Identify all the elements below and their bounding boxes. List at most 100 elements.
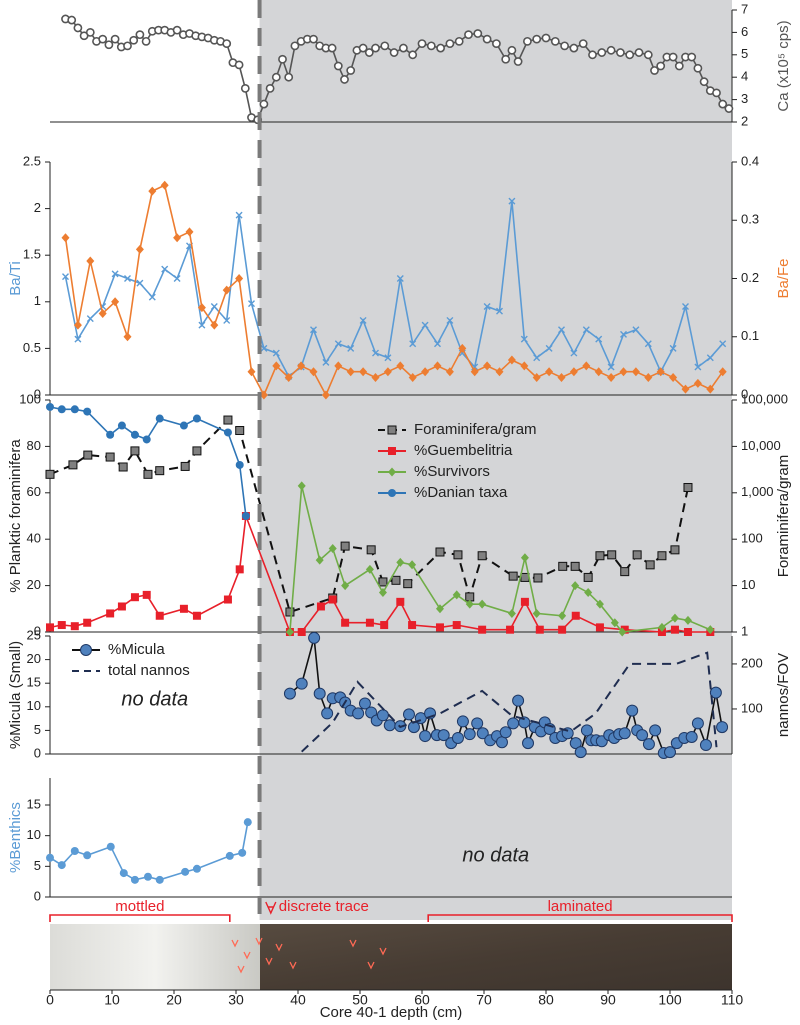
- data-point: [223, 595, 232, 604]
- data-point: [284, 72, 294, 82]
- core-photo: [50, 924, 732, 990]
- data-point: [321, 390, 330, 400]
- legend-marker: [388, 447, 396, 455]
- data-point: [402, 708, 415, 721]
- tick-label: 10,000: [741, 438, 781, 453]
- data-point: [718, 367, 727, 377]
- data-point: [46, 623, 54, 632]
- data-point: [235, 565, 244, 574]
- tick-label: 0: [741, 386, 748, 401]
- data-point: [545, 344, 553, 352]
- data-point: [364, 48, 374, 57]
- tick-label: 0.1: [741, 328, 759, 343]
- data-point: [130, 446, 140, 456]
- axis-title: %Micula (Small): [7, 641, 24, 749]
- chart-layer: 2 3 4 5 6 7 Ca (x10⁵ cps) 0 0.5 1 1.5 2 2.5 0 0.1 0.2 0.…: [7, 0, 792, 1021]
- data-point: [67, 15, 77, 25]
- data-point: [687, 52, 697, 62]
- x-tick-label: 20: [166, 992, 182, 1008]
- data-point: [582, 361, 591, 371]
- data-point: [507, 608, 516, 618]
- tick-label: 1: [34, 293, 41, 308]
- data-point: [595, 335, 603, 343]
- data-point: [512, 694, 525, 707]
- data-point: [155, 466, 165, 476]
- data-point: [477, 551, 487, 561]
- tick-label: 0: [34, 623, 41, 638]
- data-point: [670, 613, 679, 623]
- data-point: [569, 367, 578, 377]
- data-point: [378, 588, 387, 598]
- data-point: [607, 373, 616, 383]
- post-boundary-shade: [259, 0, 732, 920]
- x-tick-label: 90: [600, 992, 616, 1008]
- data-point: [119, 869, 128, 878]
- data-point: [409, 340, 417, 348]
- data-point: [340, 541, 350, 551]
- data-point: [396, 275, 404, 282]
- axis-title: % Planktic foraminifera: [7, 439, 24, 593]
- data-point: [683, 483, 693, 493]
- tick-label: 100: [741, 700, 763, 715]
- x-tick-label: 30: [228, 992, 244, 1008]
- data-point: [136, 279, 144, 287]
- data-point: [243, 818, 252, 827]
- data-point: [683, 628, 692, 636]
- data-point: [706, 354, 714, 362]
- data-point: [124, 275, 131, 282]
- data-point: [380, 621, 389, 630]
- axis-title: Ca (x10⁵ cps): [775, 20, 792, 111]
- data-point: [142, 435, 151, 444]
- data-point: [618, 727, 631, 740]
- data-point: [334, 361, 343, 371]
- data-point: [583, 572, 593, 582]
- data-point: [419, 730, 432, 743]
- data-point: [271, 72, 281, 82]
- data-point: [223, 316, 231, 324]
- data-point: [620, 625, 629, 634]
- tick-label: 1,000: [741, 484, 774, 499]
- data-point: [518, 716, 531, 729]
- data-point: [365, 564, 374, 574]
- data-point: [180, 461, 190, 471]
- data-point: [376, 709, 389, 722]
- tick-label: 1.5: [23, 247, 41, 262]
- data-point: [491, 39, 501, 48]
- data-point: [359, 367, 368, 377]
- core-dark-section: [260, 924, 732, 990]
- data-point: [574, 746, 587, 759]
- data-point: [657, 622, 666, 632]
- data-point: [130, 875, 139, 884]
- data-point: [669, 373, 678, 383]
- tick-label: 0.4: [741, 153, 759, 168]
- data-point: [106, 842, 115, 851]
- tick-label: 10: [27, 698, 41, 713]
- data-point: [569, 737, 582, 750]
- annotation: no data: [121, 688, 188, 710]
- data-point: [161, 265, 169, 273]
- data-point: [135, 244, 144, 254]
- data-point: [426, 41, 436, 51]
- data-point: [452, 621, 461, 630]
- data-point: [117, 421, 126, 430]
- data-point: [709, 686, 722, 699]
- data-point: [259, 99, 269, 109]
- x-tick-label: 80: [538, 992, 554, 1008]
- data-point: [570, 349, 578, 357]
- data-point: [496, 307, 503, 315]
- data-point: [642, 738, 655, 751]
- legend-marker: [388, 489, 396, 497]
- data-point: [464, 30, 473, 40]
- data-point: [403, 579, 413, 589]
- zone-label-bg: [95, 898, 184, 914]
- data-point: [380, 41, 390, 51]
- data-point: [610, 618, 619, 628]
- data-point: [398, 43, 408, 53]
- data-point: [179, 604, 188, 613]
- data-point: [550, 36, 560, 46]
- data-point: [98, 308, 107, 318]
- data-point: [706, 384, 715, 394]
- data-point: [718, 99, 728, 109]
- tick-label: 0.2: [741, 270, 759, 285]
- data-point: [499, 726, 512, 739]
